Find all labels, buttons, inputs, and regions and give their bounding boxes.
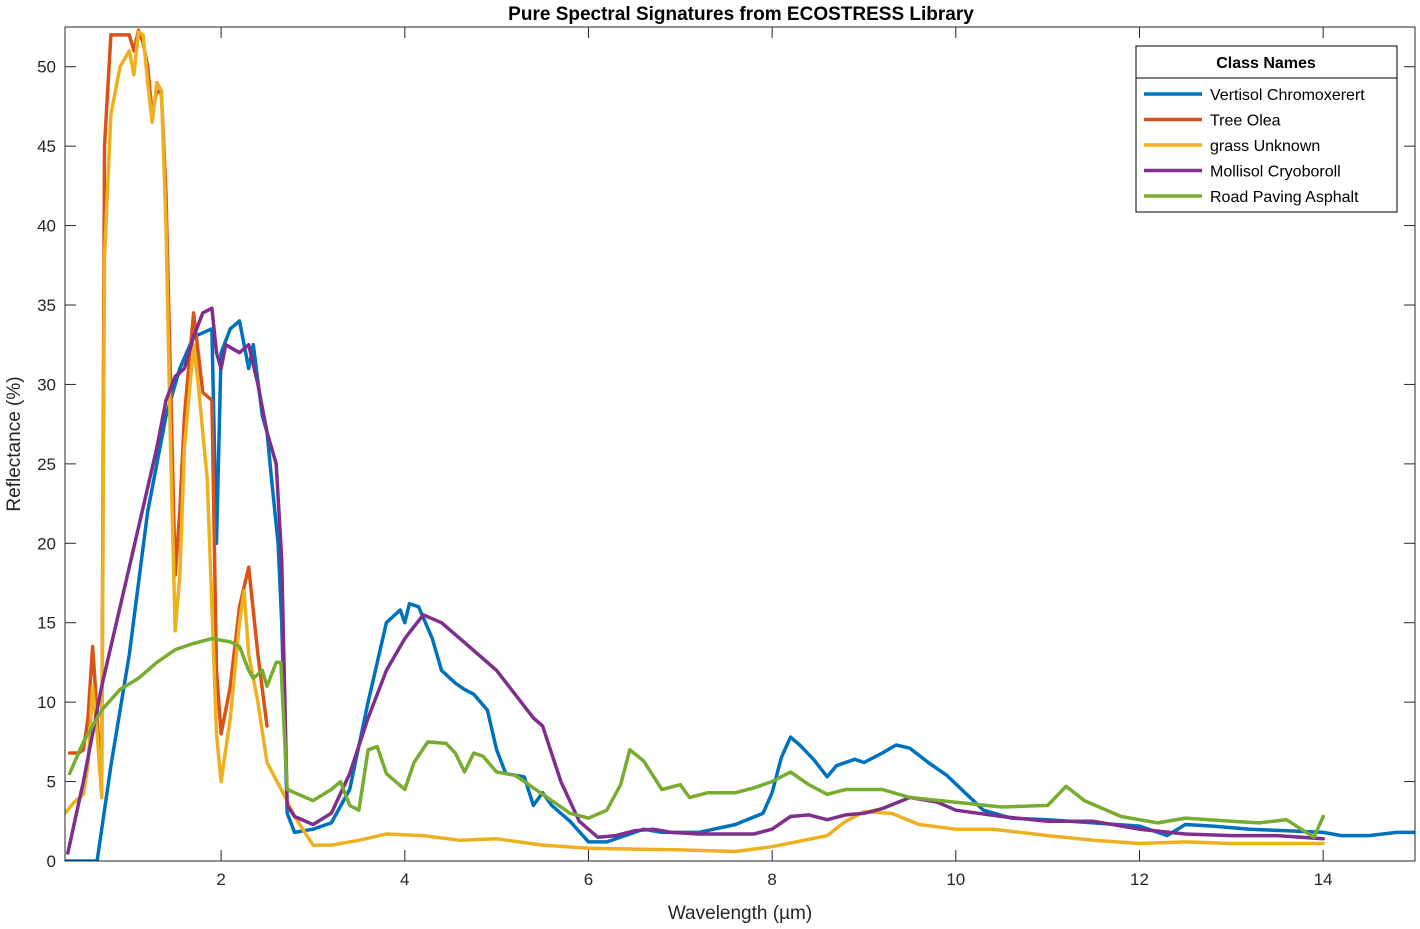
y-tick-label: 40 xyxy=(37,217,56,236)
x-tick-label: 10 xyxy=(946,870,965,889)
y-tick-label: 35 xyxy=(37,296,56,315)
plot-frame xyxy=(64,26,1416,862)
y-tick-label: 45 xyxy=(37,137,56,156)
legend-label: grass Unknown xyxy=(1210,138,1320,155)
x-tick-label: 6 xyxy=(584,870,593,889)
legend-label: Vertisol Chromoxerert xyxy=(1210,87,1365,104)
legend-label: Road Paving Asphalt xyxy=(1210,189,1359,206)
x-tick-label: 8 xyxy=(767,870,776,889)
series-line-4 xyxy=(66,306,1325,855)
x-tick-label: 14 xyxy=(1314,870,1333,889)
chart-title: Pure Spectral Signatures from ECOSTRESS … xyxy=(508,4,974,25)
legend-label: Mollisol Cryoboroll xyxy=(1210,164,1341,181)
x-tick-label: 12 xyxy=(1130,870,1149,889)
y-tick-label: 15 xyxy=(37,614,56,633)
y-tick-label: 20 xyxy=(37,534,56,553)
y-axis-title: Reflectance (%) xyxy=(4,376,25,511)
x-axis-title: Wavelength (µm) xyxy=(668,903,812,924)
legend: Class Names Vertisol Chromoxerert Tree Ol… xyxy=(1135,45,1398,213)
x-tick-label: 4 xyxy=(400,870,409,889)
y-tick-label: 0 xyxy=(47,852,56,871)
legend-label: Tree Olea xyxy=(1210,113,1281,130)
x-tick-label: 2 xyxy=(216,870,225,889)
legend-box xyxy=(1135,45,1398,213)
legend-title: Class Names xyxy=(1216,55,1316,72)
y-tick-label: 5 xyxy=(47,773,56,792)
series-line-5 xyxy=(67,636,1325,839)
series-line-3 xyxy=(65,30,1325,854)
series-layer xyxy=(65,28,1415,861)
legend-items: Vertisol Chromoxerert Tree Olea grass Unkn… xyxy=(1144,87,1365,206)
y-tick-label: 10 xyxy=(37,693,56,712)
y-tick-label: 30 xyxy=(37,375,56,394)
tick-layer: 2 4 6 8 10 12 14 0 5 10 15 20 25 30 35 40 45 50 xyxy=(37,27,1415,889)
y-tick-label: 50 xyxy=(37,58,56,77)
y-tick-label: 25 xyxy=(37,455,56,474)
